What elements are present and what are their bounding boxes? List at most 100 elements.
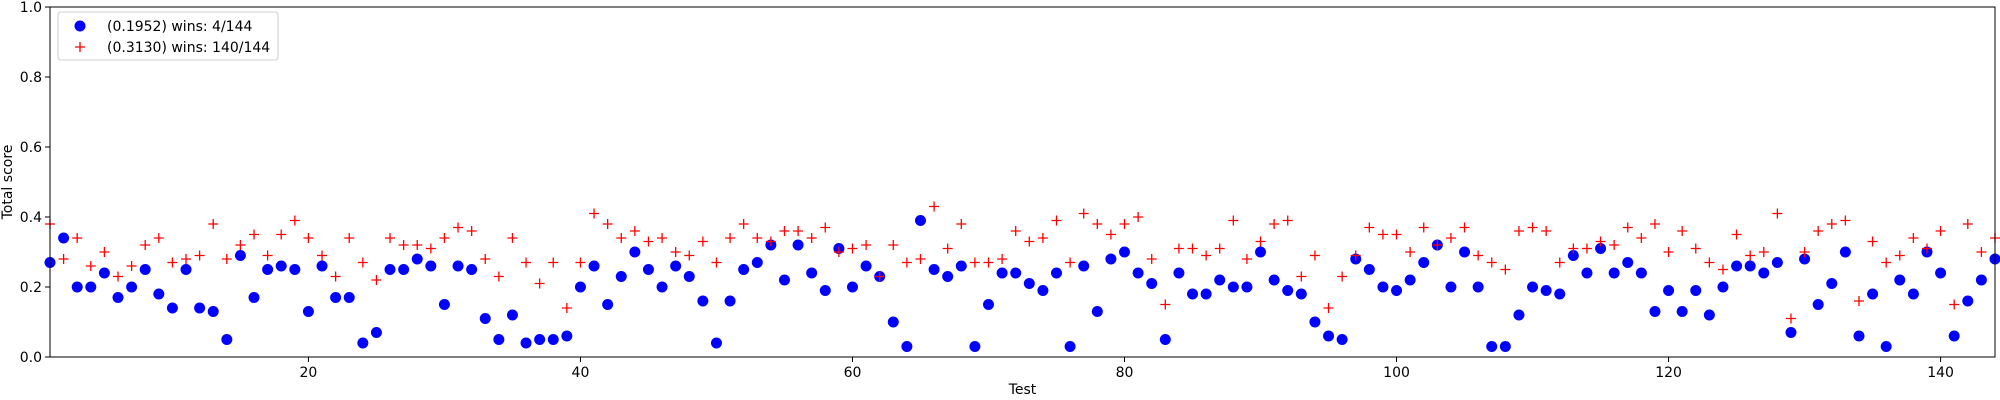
- point-series-1: [1037, 285, 1049, 296]
- point-series-1: [1880, 341, 1892, 352]
- point-series-2: [208, 219, 219, 229]
- point-series-1: [1744, 260, 1756, 272]
- point-series-2: [1078, 208, 1089, 219]
- point-series-2: [534, 278, 545, 289]
- point-series-1: [914, 215, 926, 226]
- point-series-2: [1391, 229, 1402, 240]
- point-series-2: [725, 233, 736, 243]
- point-series-1: [1771, 257, 1783, 268]
- point-series-1: [1907, 288, 1919, 300]
- x-tick-label: 80: [1116, 365, 1134, 381]
- point-series-1: [1023, 278, 1035, 289]
- point-series-1: [1567, 250, 1579, 261]
- x-tick-label: 100: [1383, 365, 1410, 381]
- point-series-2: [1758, 247, 1769, 257]
- point-series-1: [1132, 267, 1144, 279]
- point-series-1: [561, 330, 573, 342]
- point-series-1: [1336, 334, 1348, 345]
- point-series-1: [1404, 274, 1416, 286]
- point-series-2: [629, 226, 640, 236]
- point-series-1: [248, 292, 260, 303]
- point-series-1: [670, 260, 682, 272]
- point-series-2: [1935, 226, 1946, 236]
- point-series-1: [1010, 267, 1022, 279]
- point-series-1: [1799, 253, 1811, 265]
- point-series-2: [548, 257, 559, 268]
- point-series-2: [1513, 226, 1524, 236]
- point-series-2: [1581, 243, 1592, 254]
- point-series-1: [126, 281, 138, 293]
- point-series-1: [466, 264, 478, 275]
- point-series-2: [969, 257, 980, 268]
- point-series-1: [1595, 243, 1607, 254]
- point-series-1: [846, 281, 858, 293]
- point-series-1: [221, 334, 233, 345]
- point-series-2: [521, 257, 532, 268]
- point-series-2: [1486, 257, 1497, 268]
- point-series-2: [289, 215, 300, 226]
- point-series-2: [1473, 250, 1484, 261]
- point-series-2: [1255, 236, 1266, 247]
- point-series-2: [276, 229, 287, 240]
- y-tick-label: 0.4: [20, 210, 42, 226]
- point-series-1: [194, 302, 206, 314]
- point-series-1: [1064, 341, 1076, 352]
- point-series-1: [330, 292, 342, 303]
- point-series-1: [792, 239, 804, 251]
- x-tick-label: 20: [300, 365, 318, 381]
- point-series-2: [684, 250, 695, 261]
- point-series-2: [181, 254, 192, 264]
- point-series-1: [1295, 288, 1307, 300]
- point-series-2: [1921, 243, 1932, 254]
- point-series-2: [398, 240, 409, 250]
- point-series-2: [779, 226, 790, 236]
- point-series-1: [1418, 257, 1430, 268]
- point-series-1: [1377, 281, 1389, 293]
- point-series-2: [72, 233, 83, 243]
- point-series-2: [1241, 254, 1252, 264]
- point-series-2: [1976, 247, 1987, 257]
- point-series-2: [929, 201, 940, 212]
- point-series-2: [1813, 226, 1824, 236]
- point-series-2: [589, 208, 600, 219]
- point-series-2: [425, 243, 436, 254]
- point-series-1: [1894, 274, 1906, 286]
- point-series-2: [711, 257, 722, 268]
- point-series-2: [1309, 250, 1320, 261]
- point-series-2: [575, 257, 586, 268]
- point-series-2: [738, 219, 749, 229]
- point-series-1: [1962, 295, 1974, 307]
- point-series-2: [1840, 215, 1851, 226]
- point-series-1: [1731, 260, 1743, 272]
- point-series-2: [317, 250, 328, 261]
- point-series-1: [302, 306, 314, 317]
- point-series-2: [1881, 257, 1892, 268]
- point-series-2: [1405, 247, 1416, 257]
- point-series-1: [180, 264, 192, 275]
- point-series-1: [1363, 264, 1375, 275]
- point-series-1: [71, 281, 83, 293]
- point-series-1: [479, 313, 491, 324]
- point-series-2: [956, 219, 967, 229]
- point-series-2: [1609, 240, 1620, 250]
- point-series-1: [615, 271, 627, 282]
- point-series-2: [1949, 299, 1960, 310]
- axis-ticks: 20 40 60 80 100 120 140 0.0 0.2 0.4 0.6 0.8 1.0: [20, 0, 1954, 381]
- point-series-1: [1445, 281, 1457, 293]
- point-series-1: [1105, 253, 1117, 265]
- point-series-2: [371, 275, 382, 285]
- point-series-1: [1649, 306, 1661, 317]
- point-series-2: [983, 257, 994, 268]
- point-series-2: [303, 233, 314, 243]
- point-series-2: [466, 226, 477, 236]
- point-series-2: [1568, 243, 1579, 254]
- point-series-1: [1227, 281, 1239, 293]
- point-series-1: [860, 260, 872, 272]
- point-series-1: [901, 341, 913, 352]
- legend-marker-series-2: [75, 42, 85, 52]
- point-series-1: [85, 281, 97, 293]
- point-series-2: [1622, 222, 1633, 233]
- point-series-2: [344, 233, 355, 243]
- point-series-1: [398, 264, 410, 275]
